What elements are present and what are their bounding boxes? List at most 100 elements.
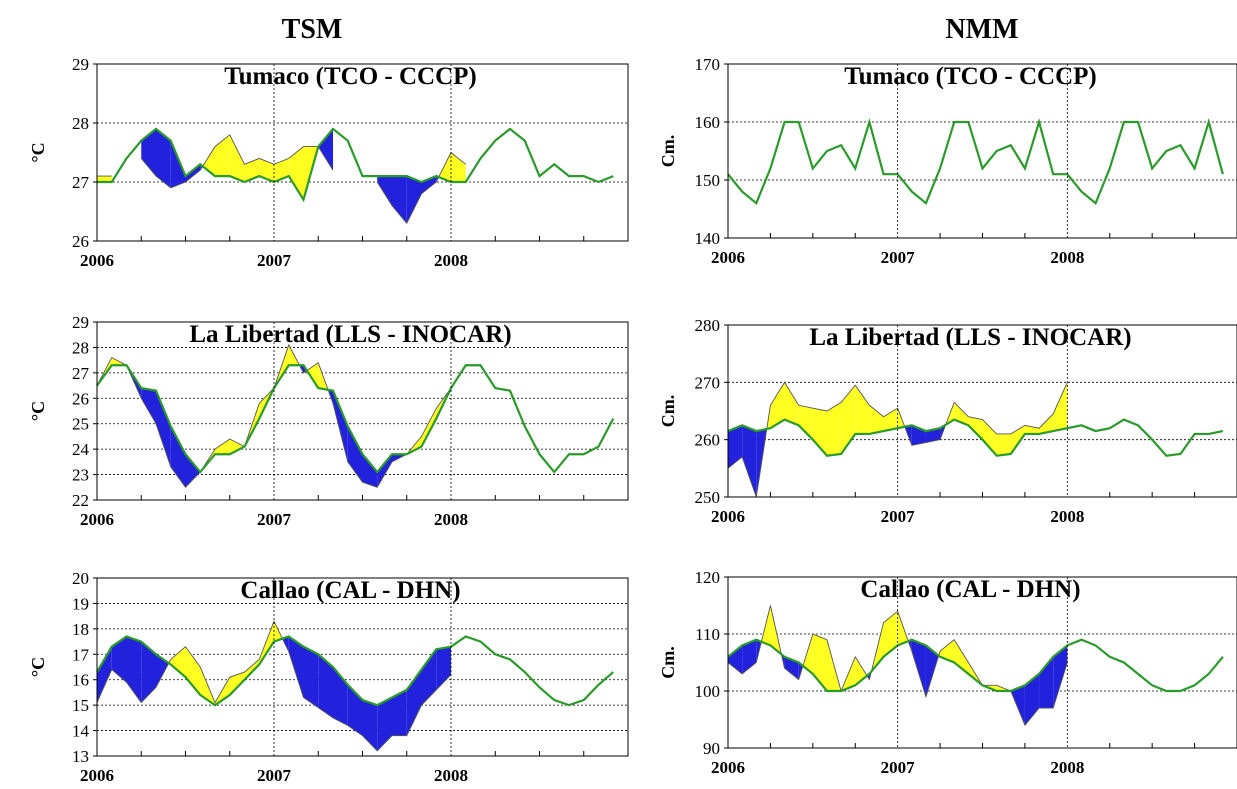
tsm-tumaco-y-axis-label: °C (28, 142, 48, 162)
tsm-tumaco-negative-anomaly (318, 128, 333, 171)
nmm-tumaco-plot-frame (727, 63, 1237, 239)
tsm-callao-y-tick-label: 18 (72, 620, 89, 639)
nmm-la-libertad-positive-anomaly (883, 408, 898, 432)
tsm-callao-y-tick-label: 19 (72, 594, 89, 613)
nmm-callao-negative-anomaly (728, 645, 743, 674)
nmm-la-libertad-positive-anomaly (1010, 425, 1025, 454)
nmm-tumaco-y-tick-label: 150 (695, 171, 721, 190)
nmm-callao-x-tick-label: 2008 (1050, 758, 1084, 777)
tsm-tumaco-x-tick-label: 2007 (257, 251, 292, 270)
nmm-la-libertad-observed-line (727, 381, 1068, 498)
nmm-column-title: NMM (945, 14, 1018, 45)
tsm-tumaco-positive-anomaly (274, 158, 289, 182)
tsm-callao-y-axis-label: °C (28, 657, 48, 677)
tsm-la-libertad-negative-anomaly (141, 388, 156, 424)
tsm-la-libertad-y-tick-label: 22 (72, 491, 89, 510)
tsm-callao-positive-anomaly (185, 646, 201, 695)
tsm-callao-observed-line (96, 620, 452, 752)
nmm-callao-y-axis-label: Cm. (658, 646, 678, 679)
nmm-la-libertad-negative-anomaly (925, 428, 941, 443)
tsm-tumaco-chart: 26 27 28 29 2006 2007 2008 °C Tumaco (TCO - CCCP… (28, 55, 629, 270)
nmm-callao-negative-anomaly (1053, 645, 1068, 709)
tsm-callao-plot-frame (96, 577, 629, 757)
tsm-la-libertad-negative-anomaly (347, 426, 363, 483)
nmm-la-libertad-negative-anomaly (728, 425, 743, 469)
tsm-tumaco-climatology-line (97, 127, 614, 203)
tsm-la-libertad-y-axis-label: °C (28, 401, 48, 421)
nmm-la-libertad-chart: 250 260 270 280 2006 2007 2008 Cm. La Libertad (… (658, 316, 1237, 526)
tsm-callao-negative-anomaly (436, 646, 451, 690)
tsm-la-libertad-y-tick-label: 25 (72, 415, 89, 434)
tsm-tumaco-positive-anomaly (451, 152, 466, 182)
nmm-la-libertad-positive-anomaly (968, 416, 983, 440)
nmm-la-libertad-positive-anomaly (841, 385, 856, 454)
nmm-la-libertad-positive-anomaly (1024, 425, 1040, 434)
tsm-la-libertad-negative-anomaly (156, 390, 171, 467)
nmm-la-libertad-x-tick-label: 2006 (711, 507, 745, 526)
tsm-callao-y-tick-label: 13 (72, 747, 89, 766)
tsm-tumaco-positive-anomaly (215, 134, 230, 177)
nmm-la-libertad-positive-anomaly (1039, 413, 1054, 434)
tsm-tumaco-negative-anomaly (185, 164, 201, 182)
tsm-callao-positive-anomaly (170, 646, 186, 678)
tsm-la-libertad-negative-anomaly (170, 426, 186, 488)
tsm-callao-chart: 13 14 15 16 17 18 19 20 2006 2007 2008 °C Callao (CA… (28, 569, 629, 785)
nmm-la-libertad-positive-anomaly (869, 405, 884, 434)
tsm-la-libertad-plot-frame (96, 321, 629, 501)
tsm-la-libertad-y-tick-label: 27 (72, 364, 90, 383)
tsm-callao-y-tick-label: 20 (72, 569, 89, 588)
tsm-la-libertad-x-tick-label: 2008 (434, 510, 468, 529)
nmm-la-libertad-climatology-line (727, 418, 1224, 457)
nmm-la-libertad-positive-anomaly (1053, 382, 1068, 432)
tsm-callao-negative-anomaly (111, 636, 127, 683)
tsm-tumaco-positive-anomaly (288, 146, 304, 200)
tsm-callao-x-tick-label: 2008 (434, 766, 468, 785)
nmm-la-libertad-positive-anomaly (798, 405, 813, 440)
tsm-tumaco-negative-anomaly (141, 128, 156, 177)
nmm-la-libertad-positive-anomaly (855, 385, 870, 434)
tsm-callao-y-tick-label: 16 (72, 671, 89, 690)
nmm-tumaco-y-axis-label: Cm. (658, 135, 678, 168)
tsm-tumaco-negative-anomaly (156, 128, 171, 188)
nmm-callao-climatology-line (727, 638, 1224, 693)
tsm-tumaco-positive-anomaly (97, 176, 112, 182)
nmm-callao-negative-anomaly (1039, 656, 1054, 709)
tsm-tumaco-negative-anomaly (377, 176, 392, 206)
nmm-callao-negative-anomaly (925, 645, 939, 697)
tsm-la-libertad-y-tick-label: 26 (72, 389, 89, 408)
nmm-tumaco-panel-title: Tumaco (TCO - CCCP) (844, 63, 1097, 90)
tsm-tumaco-negative-anomaly (170, 140, 186, 188)
nmm-callao-x-tick-label: 2006 (711, 758, 745, 777)
tsm-callao-y-tick-label: 15 (72, 696, 89, 715)
tsm-la-libertad-y-tick-label: 24 (72, 440, 90, 459)
tsm-callao-climatology-line (96, 635, 614, 707)
tsm-la-libertad-negative-anomaly (377, 454, 392, 488)
nmm-callao-positive-anomaly (954, 639, 969, 674)
tsm-callao-negative-anomaly (303, 646, 319, 708)
tsm-la-libertad-chart: 22 23 24 25 26 27 28 29 2006 2007 2008 °C La Liberta… (28, 313, 629, 529)
nmm-tumaco-x-tick-label: 2007 (881, 248, 916, 267)
nmm-la-libertad-panel-title: La Libertad (LLS - INOCAR) (809, 324, 1131, 351)
nmm-callao-y-tick-label: 90 (703, 739, 720, 758)
nmm-la-libertad-y-tick-label: 280 (695, 316, 721, 335)
nmm-la-libertad-positive-anomaly (954, 402, 969, 426)
nmm-la-libertad-y-axis-label: Cm. (658, 395, 678, 428)
tsm-callao-x-tick-label: 2007 (257, 766, 292, 785)
nmm-tumaco-y-tick-label: 140 (695, 229, 721, 248)
tsm-la-libertad-y-tick-label: 23 (72, 466, 89, 485)
nmm-callao-plot-frame (727, 576, 1237, 749)
nmm-callao-negative-anomaly (784, 656, 799, 680)
tsm-callao-negative-anomaly (141, 641, 156, 703)
tsm-tumaco-positive-anomaly (438, 152, 451, 182)
nmm-callao-x-tick-label: 2007 (881, 758, 916, 777)
tsm-tumaco-y-tick-label: 28 (72, 114, 89, 133)
tsm-callao-negative-anomaly (392, 689, 407, 736)
tsm-callao-x-tick-label: 2006 (80, 766, 114, 785)
nmm-la-libertad-positive-anomaly (982, 419, 997, 456)
nmm-la-libertad-negative-anomaly (742, 425, 757, 497)
nmm-callao-negative-anomaly (1010, 685, 1025, 726)
tsm-tumaco-negative-anomaly (392, 176, 407, 224)
tsm-la-libertad-y-tick-label: 29 (72, 313, 89, 332)
nmm-callao-negative-anomaly (742, 639, 757, 674)
